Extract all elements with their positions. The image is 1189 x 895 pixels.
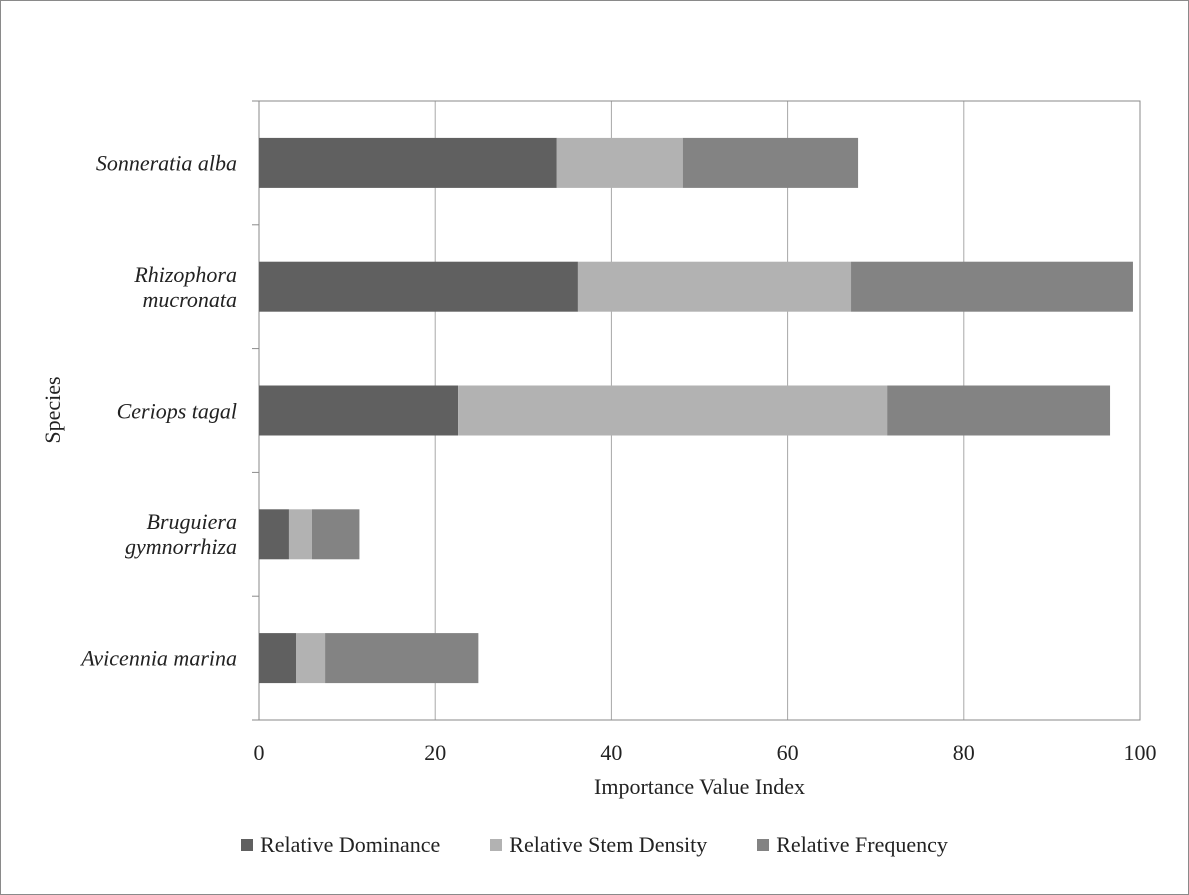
bar-segment xyxy=(259,137,557,188)
bar-segment xyxy=(682,137,859,188)
bar-segment xyxy=(296,633,326,684)
bar-segment xyxy=(259,385,459,436)
x-tick-label: 0 xyxy=(254,740,265,765)
legend-label: Relative Frequency xyxy=(776,832,948,857)
bar-segment xyxy=(458,385,888,436)
bar-segment xyxy=(311,509,360,560)
bar-segment xyxy=(259,633,297,684)
y-axis-title: Species xyxy=(40,376,65,443)
x-tick-label: 20 xyxy=(424,740,446,765)
legend-swatch xyxy=(757,839,770,851)
x-tick-label: 40 xyxy=(600,740,622,765)
legend-item: Relative Stem Density xyxy=(490,832,707,858)
legend-label: Relative Stem Density xyxy=(509,832,708,857)
x-axis-title: Importance Value Index xyxy=(594,774,805,799)
bar-segment xyxy=(325,633,479,684)
legend-item: Relative Dominance xyxy=(241,832,440,858)
bar-segment xyxy=(851,261,1133,312)
y-tick-label: Rhizophora mucronata xyxy=(134,261,237,312)
legend-item: Relative Frequency xyxy=(757,832,948,858)
legend: Relative Dominance Relative Stem Density R… xyxy=(0,832,1189,858)
bar-segment xyxy=(887,385,1111,436)
y-tick-label: Sonneratia alba xyxy=(95,150,237,176)
y-tick-label: Bruguiera gymnorrhiza xyxy=(124,509,237,560)
bar-segment xyxy=(259,261,578,312)
legend-label: Relative Dominance xyxy=(260,832,441,857)
legend-swatch xyxy=(490,839,503,851)
bar-segment xyxy=(259,509,289,560)
y-tick-label: Avicennia marina xyxy=(81,645,237,671)
x-tick-label: 100 xyxy=(1124,740,1157,765)
legend-swatch xyxy=(241,839,254,851)
bar-segment xyxy=(577,261,852,312)
bar-segment xyxy=(288,509,312,560)
y-tick-label: Ceriops tagal xyxy=(116,398,237,423)
x-tick-label: 80 xyxy=(953,740,975,765)
x-tick-label: 60 xyxy=(777,740,799,765)
bar-segment xyxy=(556,137,683,188)
